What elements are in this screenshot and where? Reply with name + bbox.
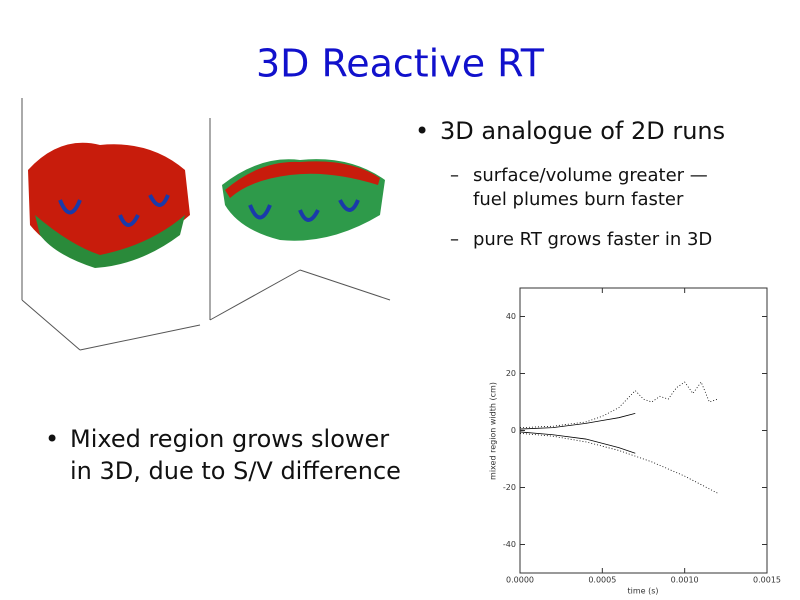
- y-axis-label: mixed region width (cm): [489, 382, 498, 480]
- y-tick-label: -20: [503, 483, 516, 492]
- data-line: [519, 431, 636, 454]
- simulation-image-left: [21, 98, 201, 351]
- simulation-image-right: [209, 118, 391, 321]
- y-tick-label: 0: [511, 426, 516, 435]
- x-tick-label: 0.0015: [753, 576, 781, 585]
- sub-bullet: pure RT grows faster in 3D: [473, 229, 712, 250]
- y-tick-label: 40: [506, 312, 516, 321]
- dash-mark: –: [450, 229, 459, 250]
- bullet-text: Mixed region grows slower: [70, 425, 389, 453]
- x-axis-label: time (s): [627, 587, 658, 596]
- data-line: [519, 381, 718, 429]
- x-tick-label: 0.0000: [506, 576, 534, 585]
- bullet-text: 3D analogue of 2D runs: [440, 117, 725, 145]
- dash-mark: –: [450, 165, 459, 186]
- slide-title: 3D Reactive RT: [256, 42, 545, 86]
- bullet-text: in 3D, due to S/V difference: [70, 457, 401, 485]
- plot: time (s) mixed region width (cm) 0.0000 0…: [489, 287, 781, 596]
- x-tick-label: 0.0010: [671, 576, 699, 585]
- x-tick-label: 0.0005: [588, 576, 616, 585]
- sub-bullet: fuel plumes burn faster: [473, 189, 684, 210]
- bullet-mark: •: [415, 117, 429, 145]
- y-tick-label: 20: [506, 369, 516, 378]
- plot-frame: [519, 287, 768, 574]
- y-tick-label: -40: [503, 540, 516, 549]
- sub-bullet: surface/volume greater —: [473, 165, 708, 186]
- data-line: [519, 413, 636, 430]
- bullet-mark: •: [45, 425, 59, 453]
- data-line: [519, 432, 718, 494]
